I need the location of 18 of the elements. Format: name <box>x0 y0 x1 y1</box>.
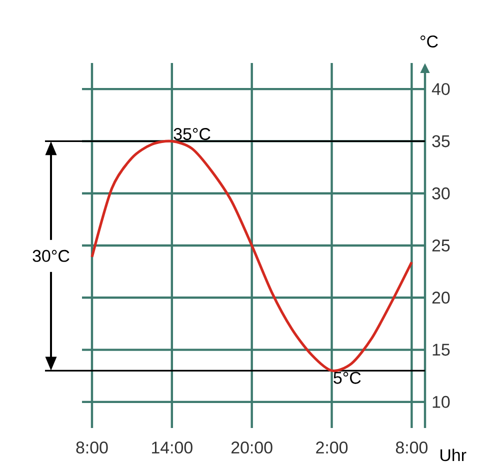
y-tick-label: 40 <box>432 83 450 96</box>
x-axis-title: Uhr <box>440 448 466 462</box>
y-tick-label: 20 <box>432 292 450 304</box>
y-tick-label: 25 <box>432 240 450 252</box>
x-tick-label: 20:00 <box>232 442 272 454</box>
annotation: 35°C <box>174 128 210 140</box>
y-tick-label: 15 <box>432 344 450 356</box>
line-series <box>90 140 413 372</box>
text: 30°C <box>32 250 70 262</box>
y-tick-label: 30 <box>432 187 450 200</box>
y-axis-title: °C <box>420 35 438 48</box>
y-tick-label: 10 <box>432 396 450 408</box>
annotation: 5°C <box>334 372 361 384</box>
x-tick-label: 8:00 <box>396 442 428 454</box>
y-tick-label: 35 <box>432 135 450 148</box>
x-tick-label: 14:00 <box>152 442 192 454</box>
x-tick-label: 2:00 <box>316 442 348 454</box>
x-tick-label: 8:00 <box>76 442 108 454</box>
